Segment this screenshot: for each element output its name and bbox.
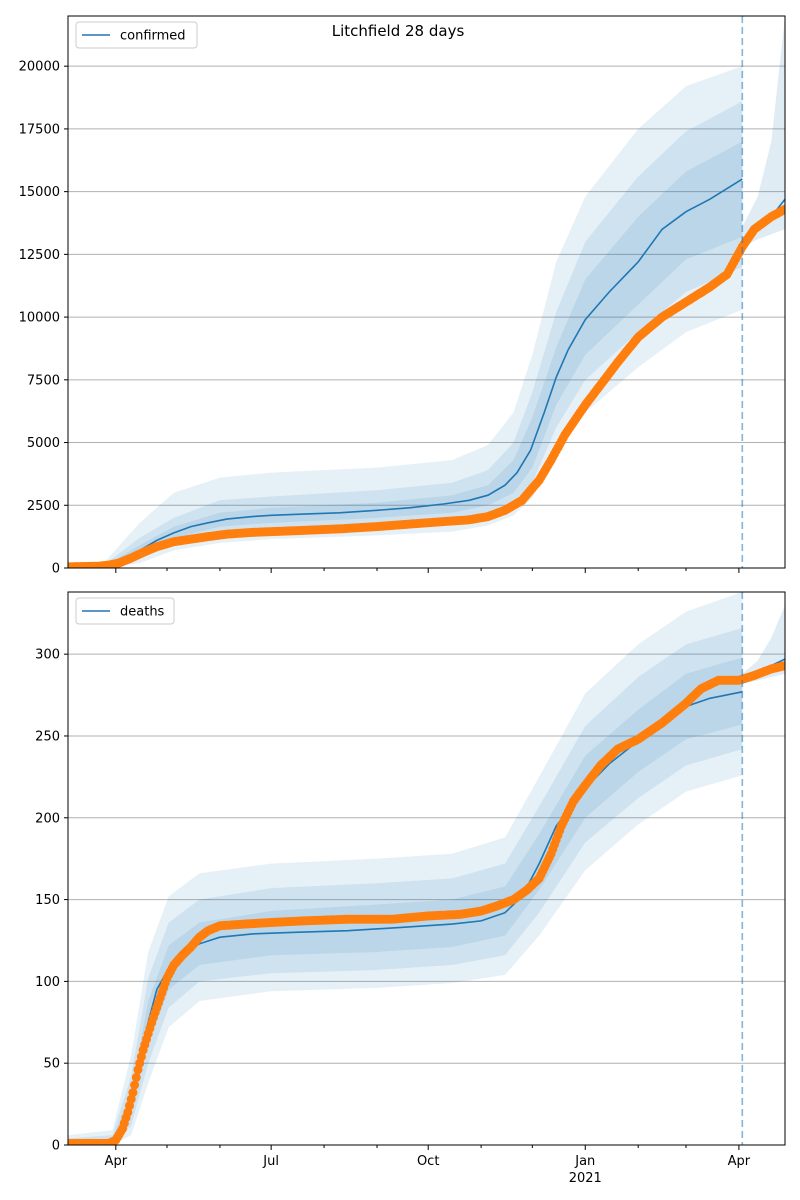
x-tick-label: Jan	[574, 1154, 595, 1169]
legend: deaths	[75, 597, 175, 625]
x-tick-label: Oct	[417, 1154, 439, 1169]
model-band-mid	[68, 101, 743, 568]
y-tick-label: 0	[52, 1139, 60, 1154]
y-tick-label: 2500	[27, 499, 60, 514]
model-band-inner	[68, 657, 743, 1145]
y-tick-label: 50	[43, 1057, 60, 1072]
y-tick-label: 250	[35, 729, 60, 744]
y-tick-label: 20000	[19, 60, 60, 75]
y-tick-label: 300	[35, 648, 60, 663]
x-tick-label: Jul	[262, 1154, 279, 1169]
model-band-outer	[68, 592, 743, 1145]
deaths-panel: 0 50 100 150 200 250 300 deaths	[35, 591, 786, 1154]
confirmed-panel: 0 2500 5000 7500 10000 12500 15000 17500 20000 co…	[19, 15, 786, 577]
y-tick-label: 5000	[27, 436, 60, 451]
legend-label: deaths	[120, 605, 165, 620]
model-band-mid	[68, 627, 743, 1145]
axes-frame	[67, 15, 786, 569]
y-tick-label: 12500	[19, 248, 60, 263]
observed-point	[131, 1072, 141, 1082]
y-tick-label: 100	[35, 975, 60, 990]
axes-frame	[67, 591, 786, 1146]
observed-point	[128, 1088, 138, 1098]
y-tick-label: 200	[35, 811, 60, 826]
legend-label: confirmed	[120, 29, 186, 44]
y-tick-label: 17500	[19, 122, 60, 137]
figure-title: Litchfield 28 days	[332, 22, 465, 40]
model-band-inner	[68, 141, 743, 568]
x-tick-label: Apr	[728, 1154, 751, 1169]
y-tick-label: 15000	[19, 185, 60, 200]
model-band-outer	[68, 66, 743, 568]
observed-point	[780, 661, 785, 671]
observed-point	[130, 1080, 140, 1090]
y-tick-label: 0	[52, 562, 60, 577]
y-tick-label: 10000	[19, 311, 60, 326]
x-tick-label: Apr	[105, 1154, 128, 1169]
observed-point	[780, 204, 785, 214]
series-line-confirmed	[68, 178, 743, 568]
x-axis: Apr Jul Oct Jan Apr 2021	[105, 1154, 751, 1186]
y-tick-label: 150	[35, 893, 60, 908]
post-forecast-band	[742, 16, 785, 247]
y-tick-label: 7500	[27, 373, 60, 388]
legend: confirmed	[75, 21, 198, 49]
x-year-label: 2021	[569, 1171, 602, 1186]
